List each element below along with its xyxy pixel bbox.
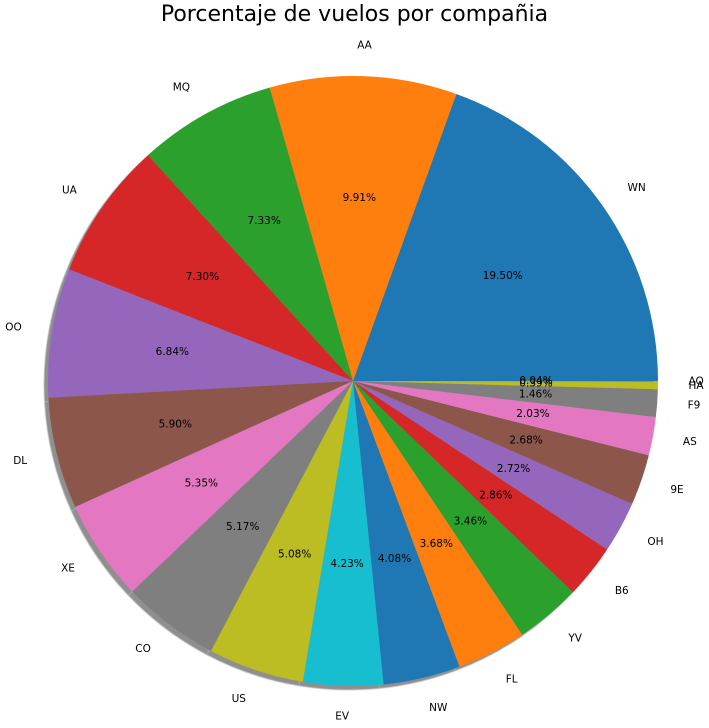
pie-slice-oh bbox=[353, 381, 633, 550]
slice-percent-aq: 0.04% bbox=[519, 375, 552, 387]
pie-slice-ev bbox=[302, 381, 384, 687]
slice-percent-xe: 5.35% bbox=[185, 477, 218, 489]
pie-slice-mq bbox=[147, 87, 353, 382]
slice-percent-ev: 4.23% bbox=[330, 558, 363, 570]
pie-slice-aa bbox=[269, 75, 457, 382]
slice-label-dl: DL bbox=[13, 455, 27, 467]
slice-label-9e: 9E bbox=[670, 484, 683, 496]
pie-slice-oo bbox=[47, 269, 354, 398]
slice-label-co: CO bbox=[135, 643, 151, 655]
pie-label-layer: WN 19.50% AA 9.91% MQ 7.33% UA 7.30% OO 6.84% DL 5.… bbox=[5, 40, 704, 723]
slice-percent-b6: 2.86% bbox=[479, 489, 512, 501]
slice-label-us: US bbox=[232, 693, 247, 705]
slice-percent-mq: 7.33% bbox=[247, 215, 280, 227]
slice-percent-co: 5.17% bbox=[226, 521, 259, 533]
slice-label-ev: EV bbox=[335, 710, 350, 722]
slice-percent-oo: 6.84% bbox=[156, 346, 189, 358]
pie-slice-yv bbox=[353, 381, 573, 635]
slice-label-aq: AQ bbox=[689, 375, 704, 387]
slice-percent-ua: 7.30% bbox=[186, 271, 219, 283]
slice-percent-yv: 3.46% bbox=[454, 515, 487, 527]
pie-slice-layer bbox=[47, 75, 659, 687]
pie-slice-dl bbox=[48, 381, 354, 507]
slice-percent-nw: 4.08% bbox=[378, 553, 411, 565]
slice-percent-us: 5.08% bbox=[278, 548, 311, 560]
slice-label-xe: XE bbox=[61, 563, 75, 575]
slice-percent-aa: 9.91% bbox=[343, 192, 376, 204]
slice-label-oo: OO bbox=[5, 322, 22, 334]
slice-percent-f9: 1.46% bbox=[519, 388, 552, 400]
slice-label-oh: OH bbox=[647, 536, 663, 548]
pie-slice-b6 bbox=[353, 381, 608, 593]
pie-slice-wn bbox=[353, 94, 658, 381]
pie-slice-aq bbox=[353, 381, 659, 382]
slice-label-nw: NW bbox=[429, 702, 448, 714]
slice-percent-fl: 3.68% bbox=[420, 538, 453, 550]
slice-percent-as: 2.03% bbox=[516, 408, 549, 420]
pie-slice-us bbox=[211, 381, 353, 682]
pie-slice-ua bbox=[69, 155, 354, 381]
pie-slice-ha bbox=[353, 381, 658, 390]
pie-slice-9e bbox=[353, 381, 649, 504]
pie-slice-co bbox=[132, 381, 353, 651]
slice-label-yv: YV bbox=[567, 632, 582, 644]
slice-label-f9: F9 bbox=[688, 399, 701, 411]
pie-slice-nw bbox=[353, 381, 460, 685]
slice-label-wn: WN bbox=[628, 182, 646, 194]
slice-label-b6: B6 bbox=[615, 585, 629, 597]
slice-label-fl: FL bbox=[506, 674, 518, 686]
chart-title: Porcentaje de vuelos por compañia bbox=[160, 2, 549, 27]
slice-percent-9e: 2.68% bbox=[509, 434, 542, 446]
pie-slice-fl bbox=[353, 381, 523, 667]
slice-label-aa: AA bbox=[357, 40, 372, 52]
pie-slice-f9 bbox=[353, 381, 658, 418]
slice-label-ha: HA bbox=[688, 380, 704, 392]
slice-label-ua: UA bbox=[62, 184, 78, 196]
pie-slice-xe bbox=[75, 381, 354, 592]
slice-percent-dl: 5.90% bbox=[159, 419, 192, 431]
slice-percent-oh: 2.72% bbox=[497, 463, 530, 475]
slice-percent-ha: 0.39% bbox=[519, 378, 552, 390]
slice-label-mq: MQ bbox=[173, 82, 190, 94]
slice-label-as: AS bbox=[683, 436, 697, 448]
pie-slice-as bbox=[353, 381, 656, 456]
slice-percent-wn: 19.50% bbox=[483, 270, 523, 282]
